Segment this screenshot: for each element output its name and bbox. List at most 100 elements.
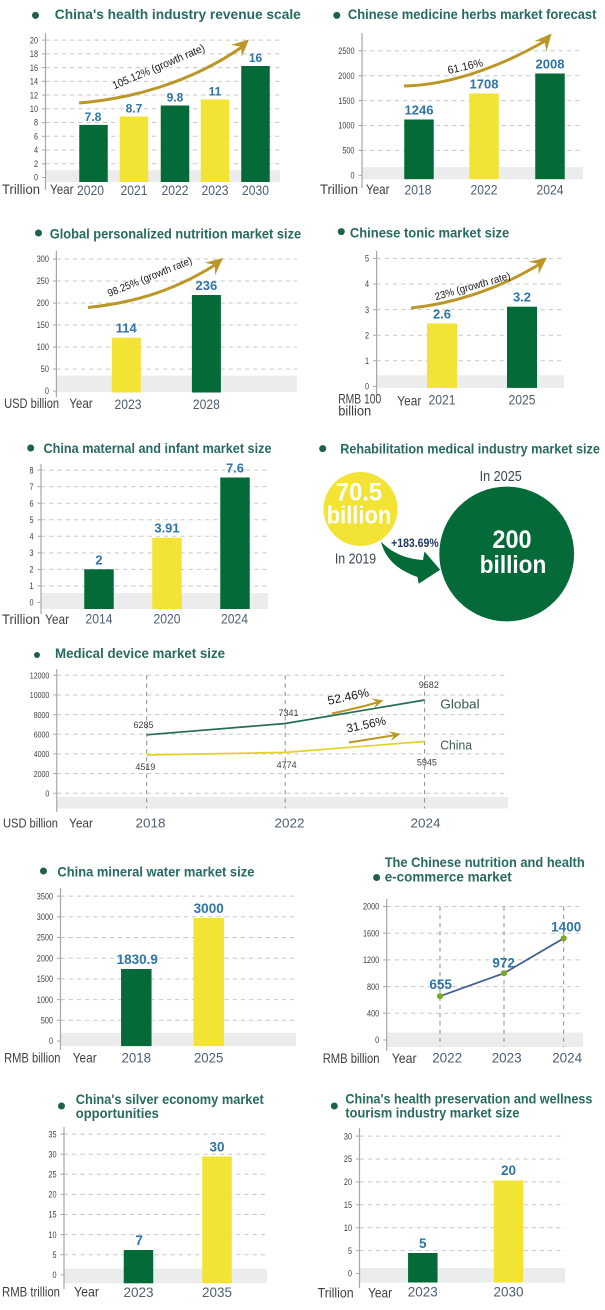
svg-text:China mineral water market siz: China mineral water market size — [57, 865, 254, 880]
svg-text:2030: 2030 — [242, 182, 269, 198]
svg-text:4000: 4000 — [34, 749, 50, 759]
svg-text:Chinese medicine herbs market: Chinese medicine herbs market forecast — [348, 7, 597, 22]
svg-text:RMB 100: RMB 100 — [338, 391, 381, 407]
svg-text:2: 2 — [34, 159, 38, 169]
svg-text:31.56%: 31.56% — [345, 714, 387, 736]
svg-text:China: China — [440, 738, 472, 753]
svg-text:Year: Year — [73, 1050, 97, 1066]
svg-text:11: 11 — [209, 85, 222, 99]
svg-text:2018: 2018 — [405, 182, 432, 198]
svg-text:9582: 9582 — [419, 680, 439, 690]
svg-text:70.5: 70.5 — [336, 479, 382, 507]
svg-text:Trillion: Trillion — [318, 1285, 354, 1301]
svg-text:98.25% (growth rate): 98.25% (growth rate) — [106, 255, 194, 300]
svg-text:In 2025: In 2025 — [480, 469, 522, 485]
svg-text:0: 0 — [365, 382, 369, 392]
svg-text:2035: 2035 — [202, 1284, 232, 1300]
svg-text:RMB billion: RMB billion — [4, 1050, 60, 1066]
svg-text:15: 15 — [344, 1200, 352, 1210]
svg-text:100: 100 — [37, 342, 49, 352]
svg-text:5: 5 — [348, 1246, 352, 1256]
svg-text:1400: 1400 — [551, 920, 581, 935]
svg-text:USD billion: USD billion — [3, 816, 58, 831]
svg-text:20: 20 — [344, 1177, 352, 1187]
svg-text:16: 16 — [249, 51, 263, 65]
svg-text:Year: Year — [69, 816, 94, 831]
svg-text:opportunities: opportunities — [76, 1106, 159, 1121]
svg-text:3: 3 — [365, 305, 369, 315]
svg-text:500: 500 — [41, 1016, 53, 1026]
svg-text:250: 250 — [37, 276, 49, 286]
svg-text:2024: 2024 — [537, 182, 564, 198]
svg-text:2021: 2021 — [429, 392, 456, 408]
svg-text:30: 30 — [48, 1149, 56, 1159]
svg-text:25: 25 — [48, 1170, 56, 1180]
svg-text:2025: 2025 — [509, 392, 536, 408]
svg-text:20: 20 — [48, 1190, 56, 1200]
svg-text:10: 10 — [48, 1230, 56, 1240]
svg-text:2023: 2023 — [115, 396, 142, 412]
svg-text:9.8: 9.8 — [167, 91, 184, 105]
svg-text:Year: Year — [45, 611, 69, 627]
svg-text:+183.69%: +183.69% — [391, 538, 439, 550]
svg-text:2023: 2023 — [408, 1284, 438, 1300]
svg-text:1000: 1000 — [37, 995, 53, 1005]
svg-text:30: 30 — [209, 1140, 224, 1155]
svg-text:2: 2 — [95, 552, 102, 567]
svg-text:10: 10 — [344, 1223, 352, 1233]
svg-text:tourism industry market size: tourism industry market size — [345, 1106, 519, 1121]
svg-text:20: 20 — [501, 1163, 516, 1178]
svg-text:1830.9: 1830.9 — [117, 952, 158, 967]
svg-text:3.91: 3.91 — [154, 521, 179, 536]
svg-text:1500: 1500 — [37, 974, 53, 984]
svg-text:105.12% (growth rate): 105.12% (growth rate) — [111, 42, 207, 92]
svg-text:5: 5 — [29, 515, 33, 525]
svg-text:7.8: 7.8 — [85, 110, 102, 124]
svg-text:800: 800 — [367, 982, 379, 992]
svg-text:Trillion: Trillion — [320, 181, 358, 197]
svg-text:2024: 2024 — [411, 816, 441, 831]
svg-text:2020: 2020 — [77, 182, 104, 198]
svg-text:China's health preservation an: China's health preservation and wellness — [345, 1092, 592, 1107]
svg-text:7: 7 — [135, 1233, 143, 1248]
svg-text:2028: 2028 — [193, 396, 220, 412]
svg-text:52.46%: 52.46% — [326, 685, 370, 707]
svg-text:16: 16 — [30, 63, 38, 73]
svg-text:30: 30 — [344, 1131, 352, 1141]
svg-text:1200: 1200 — [363, 955, 379, 965]
svg-text:0: 0 — [375, 1035, 379, 1045]
svg-text:Trillion: Trillion — [2, 611, 40, 627]
svg-text:0: 0 — [350, 171, 354, 181]
svg-text:2022: 2022 — [162, 182, 189, 198]
svg-text:0: 0 — [49, 1036, 53, 1046]
svg-text:5: 5 — [419, 1236, 427, 1251]
svg-text:5945: 5945 — [417, 758, 437, 768]
svg-text:0: 0 — [45, 788, 49, 798]
svg-text:Medical device market size: Medical device market size — [55, 646, 225, 661]
svg-text:RMB trillion: RMB trillion — [2, 1284, 60, 1300]
svg-text:5: 5 — [365, 254, 369, 264]
svg-text:15: 15 — [48, 1210, 56, 1220]
svg-text:6: 6 — [29, 498, 33, 508]
svg-text:25: 25 — [344, 1154, 352, 1164]
svg-text:Year: Year — [397, 393, 421, 409]
svg-text:7.6: 7.6 — [226, 461, 244, 476]
svg-text:7341: 7341 — [279, 708, 299, 718]
svg-text:2000: 2000 — [37, 953, 53, 963]
svg-text:5: 5 — [52, 1250, 56, 1260]
svg-text:236: 236 — [196, 278, 218, 293]
svg-text:8000: 8000 — [34, 710, 50, 720]
svg-text:23% (growth rate): 23% (growth rate) — [434, 270, 512, 303]
svg-text:0: 0 — [348, 1269, 352, 1279]
svg-text:USD billion: USD billion — [4, 395, 59, 411]
svg-text:20: 20 — [30, 35, 38, 45]
svg-text:Year: Year — [366, 181, 390, 197]
svg-text:1500: 1500 — [338, 96, 354, 106]
svg-text:Global: Global — [440, 697, 479, 712]
svg-text:2022: 2022 — [432, 1050, 462, 1066]
svg-text:e-commerce market: e-commerce market — [385, 870, 512, 885]
svg-text:2500: 2500 — [37, 933, 53, 943]
svg-text:1246: 1246 — [405, 103, 434, 118]
svg-text:12000: 12000 — [30, 671, 50, 681]
svg-text:0: 0 — [34, 173, 38, 183]
